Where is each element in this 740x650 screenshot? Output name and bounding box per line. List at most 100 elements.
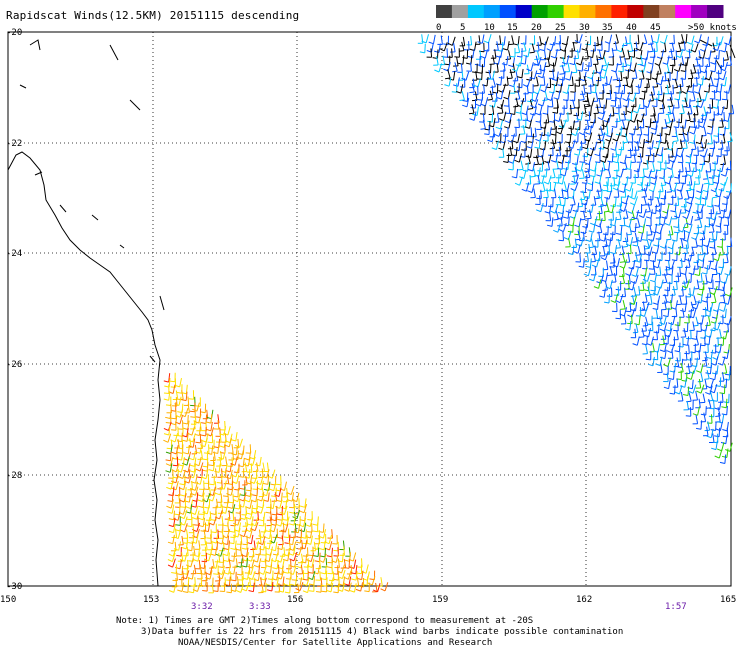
wind-barb: [282, 558, 288, 562]
wind-barb: [567, 160, 570, 170]
wind-barb: [217, 572, 223, 575]
wind-barb: [522, 84, 528, 88]
note-line-1: Note: 1) Times are GMT 2)Times along bot…: [116, 616, 534, 626]
wind-barb: [694, 273, 700, 276]
wind-barb: [323, 553, 327, 563]
wind-barb: [666, 191, 672, 193]
wind-barb: [187, 444, 190, 454]
wind-barb: [496, 106, 502, 110]
wind-barb: [588, 230, 594, 233]
wind-barb: [660, 363, 663, 373]
wind-barb: [698, 168, 701, 179]
wind-barb: [601, 68, 607, 72]
wind-barb: [557, 182, 563, 185]
wind-barb: [704, 148, 708, 158]
wind-barb: [570, 91, 576, 93]
wind-barb: [629, 182, 634, 192]
wind-barb: [639, 253, 643, 263]
wind-barb: [680, 182, 684, 192]
wind-barb: [624, 188, 627, 198]
wind-barb: [667, 78, 671, 88]
wind-barb: [697, 293, 703, 296]
wind-barb: [567, 209, 570, 219]
wind-barb: [202, 469, 208, 472]
wind-barb: [227, 506, 233, 509]
wind-barb: [572, 120, 575, 130]
wind-barb: [209, 565, 213, 575]
wind-barb: [475, 71, 478, 81]
wind-barb: [487, 77, 493, 80]
wind-barb: [657, 286, 661, 296]
wind-barb: [175, 390, 179, 400]
wind-barb: [559, 141, 562, 151]
wind-barb: [574, 50, 580, 53]
wind-barb: [211, 541, 217, 544]
wind-barb: [192, 438, 196, 448]
wind-barb: [585, 132, 591, 135]
wind-barb: [424, 43, 426, 53]
wind-barb: [193, 546, 196, 555]
wind-barb: [196, 510, 200, 520]
wind-barb: [313, 555, 319, 557]
lat-label: -30: [6, 582, 22, 592]
wind-barb: [667, 246, 673, 250]
wind-barb: [184, 516, 188, 526]
wind-barb: [481, 70, 483, 80]
wind-barb: [596, 174, 602, 177]
wind-barb: [487, 98, 493, 101]
wind-barb: [654, 205, 660, 208]
wind-barb: [685, 139, 688, 149]
wind-barb: [215, 534, 219, 544]
wind-barb: [488, 69, 492, 80]
wind-barb: [645, 182, 649, 192]
wind-barb: [700, 413, 706, 416]
wind-barb: [228, 565, 231, 575]
wind-barb: [341, 552, 344, 562]
wind-barb: [725, 378, 728, 388]
wind-barb: [550, 91, 554, 101]
wind-barb: [634, 328, 637, 338]
wind-barb: [181, 399, 187, 402]
wind-barb: [624, 224, 630, 228]
wind-barb: [318, 559, 322, 569]
wind-barb: [689, 104, 693, 114]
wind-barb: [533, 91, 539, 95]
wind-barb: [295, 588, 301, 592]
wind-barb: [693, 365, 697, 374]
wind-barb: [219, 485, 223, 495]
wind-barb: [698, 398, 701, 408]
wind-barb: [635, 57, 641, 60]
wind-barb: [195, 474, 198, 484]
wind-barb: [634, 259, 640, 263]
wind-barb: [685, 161, 691, 164]
wind-barb: [544, 134, 551, 137]
wind-barb: [615, 153, 621, 156]
wind-barb: [569, 204, 574, 214]
wind-barb: [583, 75, 587, 85]
wind-barb: [597, 76, 600, 86]
wind-barb: [535, 120, 541, 123]
wind-barb: [555, 131, 562, 135]
wind-barb: [674, 391, 680, 395]
wind-barb: [636, 209, 639, 220]
wind-barb: [630, 78, 634, 88]
wind-barb: [642, 63, 647, 73]
wind-barb: [169, 409, 172, 419]
wind-barb: [584, 196, 590, 199]
wind-barb: [591, 118, 596, 128]
wind-barb: [633, 62, 637, 72]
wind-barb: [722, 182, 726, 192]
wind-barb: [201, 439, 203, 449]
wind-barb: [586, 120, 590, 130]
wind-barb: [658, 99, 664, 102]
wind-barb: [647, 286, 651, 296]
wind-barb: [648, 50, 654, 53]
wind-barb: [211, 540, 214, 550]
wind-barb: [189, 470, 195, 473]
wind-barb: [496, 63, 499, 73]
wind-barb: [252, 582, 255, 592]
wind-barb: [704, 378, 710, 380]
wind-barb: [526, 146, 532, 149]
wind-barb: [579, 43, 582, 53]
wind-barb: [583, 134, 586, 144]
